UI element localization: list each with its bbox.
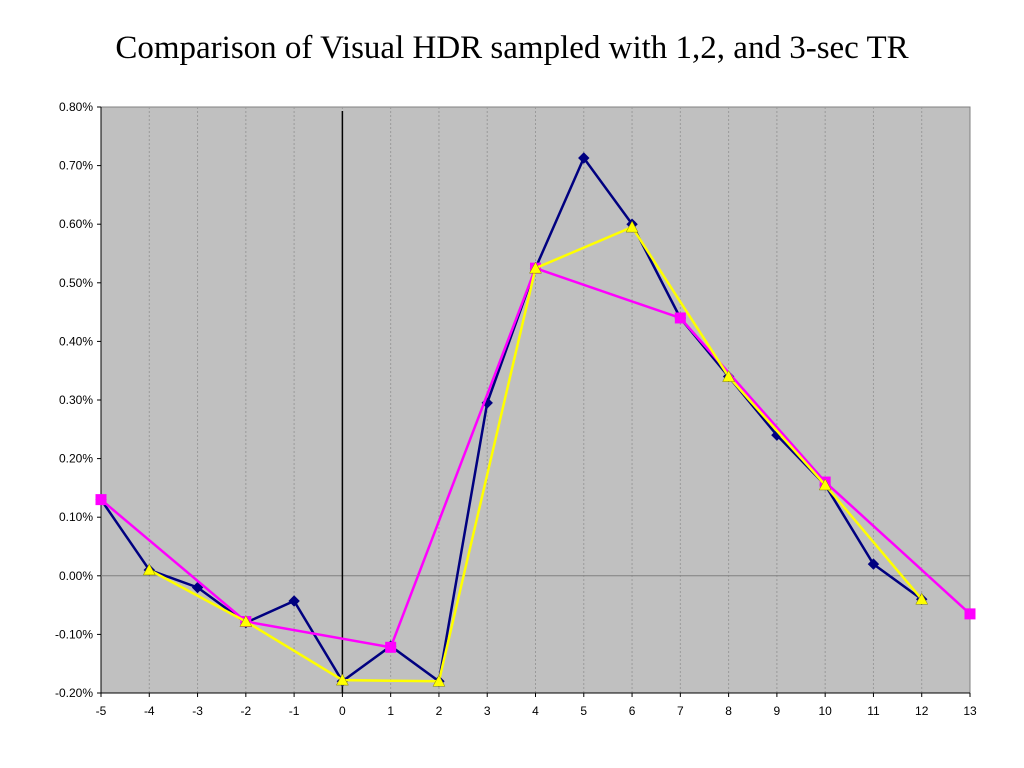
y-tick-label: 0.00%	[59, 569, 93, 583]
x-tick-label: 5	[580, 704, 587, 718]
square-marker	[96, 495, 106, 505]
x-tick-label: 13	[963, 704, 977, 718]
y-tick-label: -0.10%	[55, 627, 93, 641]
y-tick-label: 0.70%	[59, 159, 93, 173]
x-tick-label: 7	[677, 704, 684, 718]
x-tick-label: 11	[867, 704, 880, 718]
y-tick-label: -0.20%	[55, 686, 93, 700]
x-tick-label: -3	[192, 704, 203, 718]
y-tick-label: 0.10%	[59, 510, 93, 524]
x-tick-label: 9	[774, 704, 781, 718]
x-tick-label: 2	[436, 704, 443, 718]
x-tick-label: 8	[725, 704, 732, 718]
y-tick-label: 0.80%	[59, 100, 93, 114]
y-tick-label: 0.30%	[59, 393, 93, 407]
x-tick-label: 3	[484, 704, 491, 718]
square-marker	[965, 609, 975, 619]
x-tick-label: -2	[240, 704, 251, 718]
x-tick-label: -5	[96, 704, 107, 718]
x-tick-label: 10	[818, 704, 832, 718]
x-tick-label: 1	[387, 704, 394, 718]
x-tick-label: 4	[532, 704, 539, 718]
x-tick-label: 12	[915, 704, 929, 718]
x-tick-label: -4	[144, 704, 155, 718]
square-marker	[675, 313, 685, 323]
square-marker	[386, 642, 396, 652]
x-tick-label: -1	[289, 704, 300, 718]
y-tick-label: 0.60%	[59, 217, 93, 231]
y-tick-label: 0.40%	[59, 334, 93, 348]
y-tick-label: 0.50%	[59, 276, 93, 290]
y-tick-label: 0.20%	[59, 452, 93, 466]
x-tick-label: 0	[339, 704, 346, 718]
x-tick-label: 6	[629, 704, 636, 718]
